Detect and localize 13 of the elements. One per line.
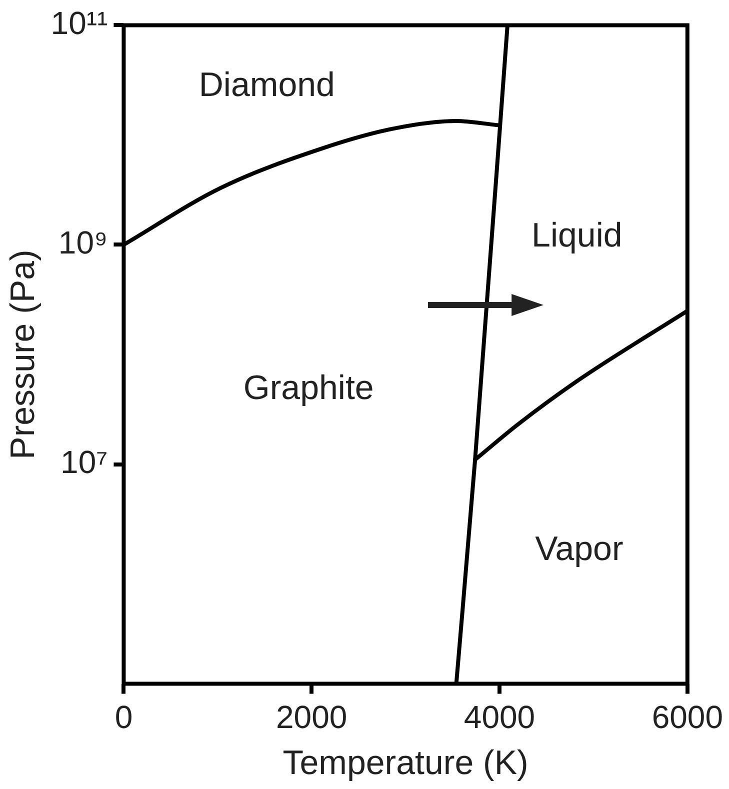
y-tick-label: 10¹¹ bbox=[50, 5, 108, 42]
x-tick-label: 4000 bbox=[464, 698, 536, 735]
annotation: Vapor bbox=[535, 530, 624, 568]
x-tick-label: 2000 bbox=[276, 698, 348, 735]
y-tick-label: 10⁹ bbox=[58, 224, 108, 261]
y-axis-title: Pressure (Pa) bbox=[4, 250, 42, 460]
x-tick-label: 6000 bbox=[652, 698, 723, 735]
annotation: Liquid bbox=[532, 216, 622, 255]
y-tick-label: 10⁷ bbox=[60, 444, 108, 480]
x-axis-title: Temperature (K) bbox=[282, 744, 528, 782]
x-tick-label: 0 bbox=[114, 698, 133, 735]
annotation: Diamond bbox=[198, 66, 335, 104]
annotation: Graphite bbox=[243, 368, 374, 407]
